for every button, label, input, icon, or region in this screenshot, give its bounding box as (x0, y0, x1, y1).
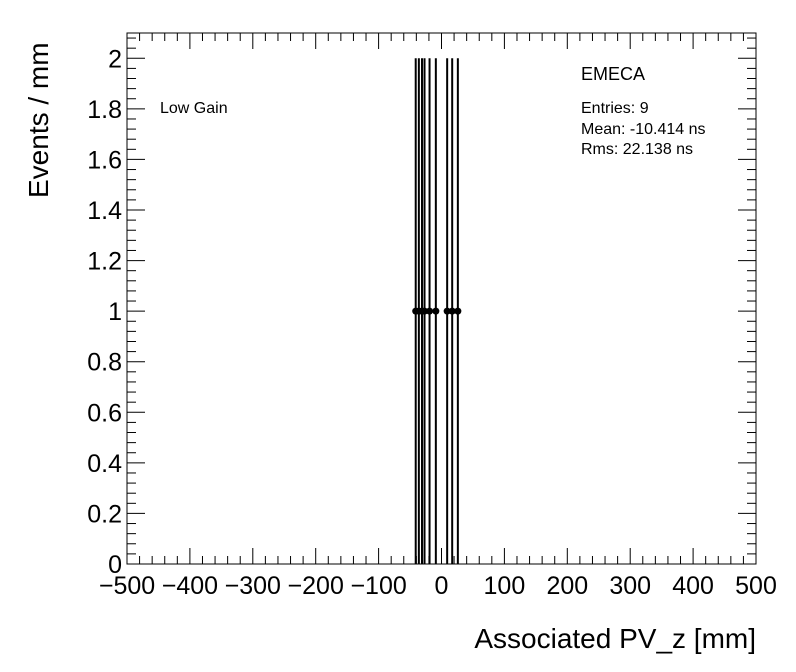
x-tick-label: −500 (99, 572, 155, 600)
y-tick-label: 1.6 (87, 146, 122, 174)
y-tick-label: 0.4 (87, 450, 122, 478)
x-tick-label: −300 (225, 572, 281, 600)
y-tick-label: 0.2 (87, 500, 122, 528)
mean-stat: Mean: -10.414 ns (581, 121, 706, 138)
x-tick-label: 100 (484, 572, 526, 600)
data-point (454, 307, 462, 315)
y-tick-label: 0.6 (87, 399, 122, 427)
x-tick-label: −200 (288, 572, 344, 600)
x-tick-label: 0 (435, 572, 449, 600)
rms-stat: Rms: 22.138 ns (581, 141, 693, 158)
y-tick-label: 1.8 (87, 96, 122, 124)
data-point (448, 307, 456, 315)
y-tick-label: 1.2 (87, 248, 122, 276)
x-tick-label: 200 (546, 572, 588, 600)
x-tick-labels: −500 −400 −300 −200 −100 0 100 200 300 400 500 (99, 572, 777, 600)
y-tick-label: 1.4 (87, 197, 122, 225)
data-point (426, 307, 434, 315)
y-tick-labels: 0 0.2 0.4 0.6 0.8 1 1.2 1.4 1.6 1.8 2 (87, 45, 122, 579)
y-tick-label: 0 (108, 551, 122, 579)
x-tick-label: −400 (162, 572, 218, 600)
x-axis-title: Associated PV_z [mm] (474, 623, 756, 654)
x-tick-label: 500 (735, 572, 777, 600)
data-point (421, 307, 429, 315)
axis-ticks (126, 33, 757, 565)
y-axis-title: Events / mm (23, 42, 54, 198)
entries-stat: Entries: 9 (581, 100, 649, 117)
gain-label: Low Gain (160, 100, 228, 117)
y-tick-label: 0.8 (87, 349, 122, 377)
x-tick-label: 400 (672, 572, 714, 600)
data-point (443, 307, 451, 315)
x-tick-label: −100 (350, 572, 406, 600)
y-tick-label: 2 (108, 45, 122, 73)
data-point (432, 307, 440, 315)
y-tick-label: 1 (108, 298, 122, 326)
x-tick-label: 300 (609, 572, 651, 600)
data-marks (412, 58, 462, 564)
region-label: EMECA (581, 64, 645, 84)
